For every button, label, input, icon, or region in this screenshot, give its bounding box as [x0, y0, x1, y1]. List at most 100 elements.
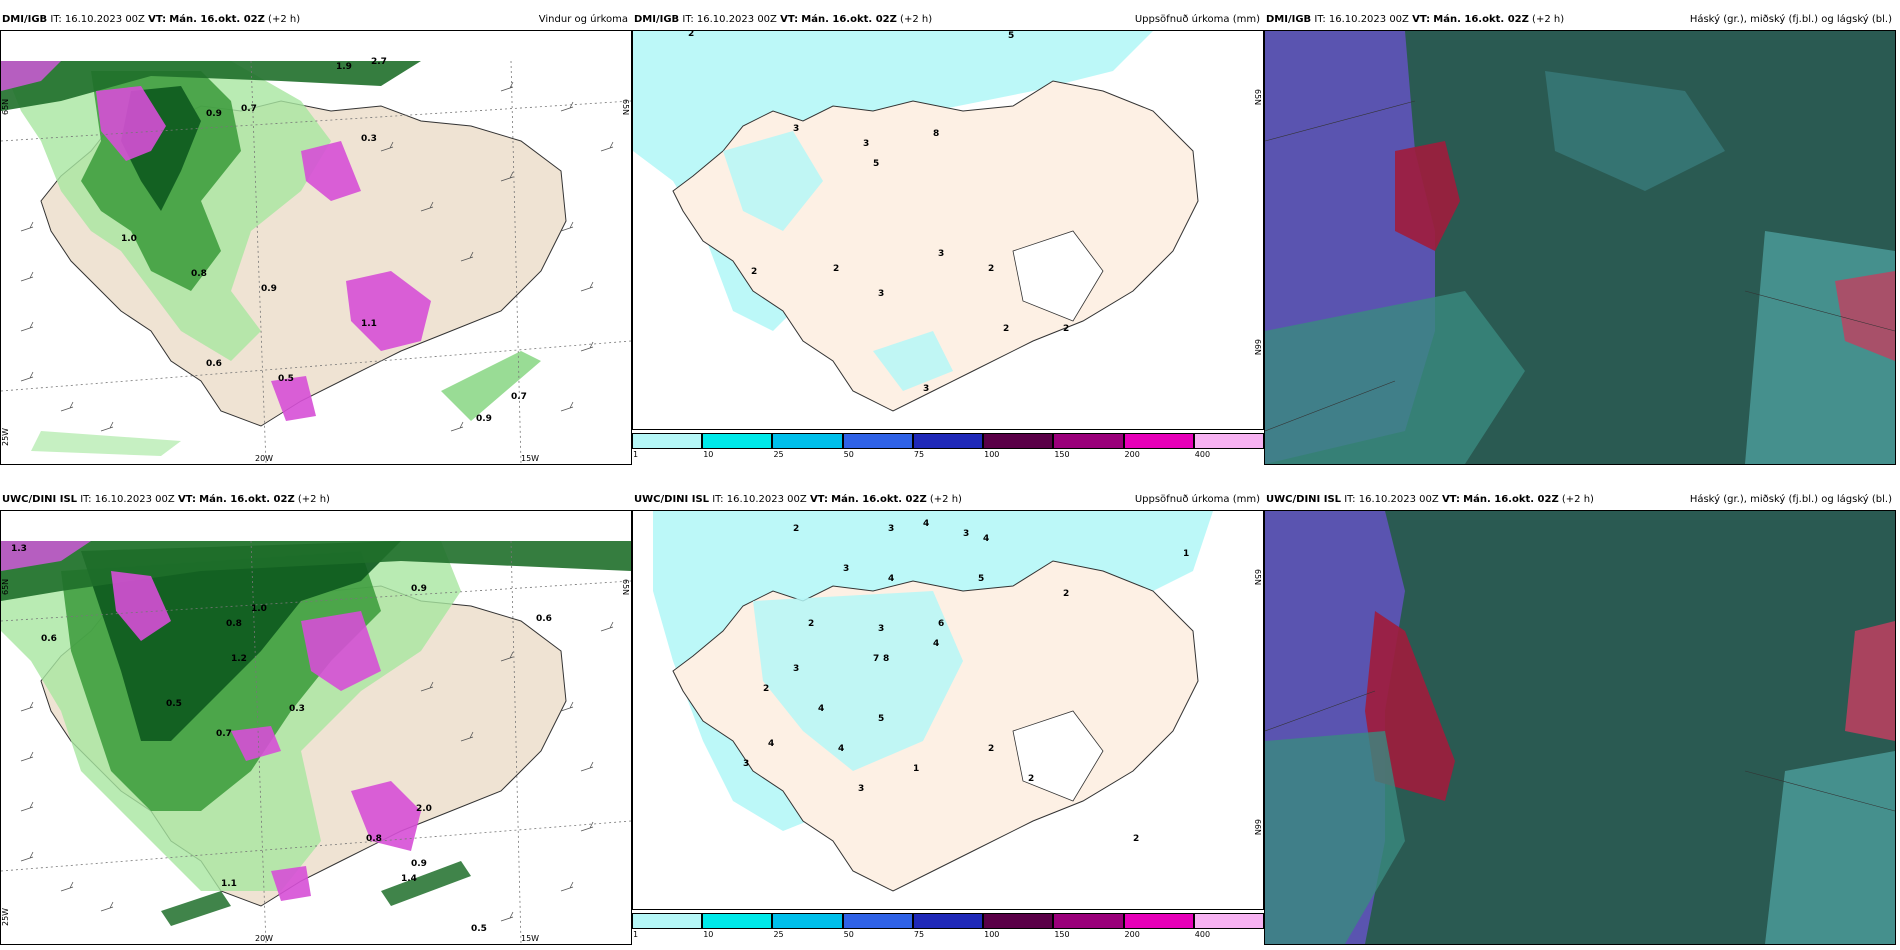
precip-magenta-a [111, 571, 171, 641]
vt-label: VT: [148, 14, 167, 25]
colorbar-tick-label: 100 [984, 450, 1000, 459]
precip-value-label: 0.8 [226, 619, 242, 629]
precip-value-label: 0.7 [511, 392, 527, 402]
colorbar-segment [1193, 913, 1264, 929]
precip-value-label: 1.1 [221, 879, 237, 889]
mid-cloud-teal [1265, 731, 1405, 944]
panel-title: Uppsöfnuð úrkoma (mm) [1134, 14, 1260, 25]
lon-label: 25W [1, 428, 10, 446]
panel-header: DMI/IGB IT: 16.10.2023 00Z VT: Mán. 16.o… [0, 10, 632, 30]
colorbar: 1 10 25 50 75 100 150 200 400 [632, 433, 1264, 461]
colorbar-tick-label: 1 [633, 930, 639, 939]
precip-value-label: 2.7 [371, 57, 387, 67]
colorbar-tick-label: 50 [843, 930, 854, 939]
precip-magenta-c [351, 781, 421, 851]
colorbar-tick-label: 200 [1124, 450, 1140, 459]
panel-title: Vindur og úrkoma [538, 14, 628, 25]
high-cloud-region [1395, 141, 1460, 251]
accum-value-label: 4 [888, 574, 894, 584]
panel-title: Háský (gr.), miðský (fj.bl.) og lágský (… [1689, 14, 1892, 25]
map-wind-precip[interactable]: 0.9 0.7 1.0 0.8 0.9 0.6 0.5 0.9 0.7 1.1 … [0, 30, 632, 465]
map-clouds[interactable] [1264, 510, 1896, 945]
accum-value-label: 3 [878, 624, 884, 634]
colorbar-segment [1053, 913, 1124, 929]
panel-accum-precip-dmi: DMI/IGB IT: 16.10.2023 00Z VT: Mán. 16.o… [632, 10, 1264, 465]
lead-time: (+2 h) [297, 494, 330, 505]
accum-value-label: 1 [913, 764, 919, 774]
lon-label: 15W [521, 454, 539, 463]
mid-cloud-upper [1545, 71, 1725, 191]
accum-value-label: 2 [1133, 834, 1139, 844]
init-time: IT: 16.10.2023 00Z [712, 494, 807, 505]
precip-value-label: 0.9 [411, 859, 427, 869]
precip-value-label: 0.9 [261, 284, 277, 294]
precip-value-label: 1.1 [361, 319, 377, 329]
precip-band-se [441, 351, 541, 421]
map-accum-precip[interactable]: 2 5 3 3 8 5 2 2 3 3 2 2 2 3 65N 66N [632, 30, 1264, 430]
accum-value-label: 4 [983, 534, 989, 544]
map-wind-precip[interactable]: 0.6 0.8 1.0 0.9 1.2 0.7 0.5 0.3 1.1 1.4 … [0, 510, 632, 945]
precip-magenta-b [301, 611, 381, 691]
panel-clouds-dmi: DMI/IGB IT: 16.10.2023 00Z VT: Mán. 16.o… [1264, 10, 1896, 465]
accum-value-label: 2 [988, 264, 994, 274]
precip-value-label: 0.5 [278, 374, 294, 384]
precip-value-label: 0.6 [41, 634, 57, 644]
colorbar-tick-label: 1 [633, 450, 639, 459]
map-clouds[interactable] [1264, 30, 1896, 465]
panel-header: UWC/DINI ISL IT: 16.10.2023 00Z VT: Mán.… [0, 490, 632, 510]
boundary-lines [1265, 690, 1895, 812]
colorbar-segment [772, 433, 843, 449]
valid-time: Mán. 16.okt. 02Z [831, 494, 927, 505]
wind-precip-map-svg: 0.9 0.7 1.0 0.8 0.9 0.6 0.5 0.9 0.7 1.1 … [1, 31, 631, 464]
precip-value-label: 0.9 [411, 584, 427, 594]
precip-magenta-d [271, 376, 316, 421]
glacier [1012, 230, 1104, 322]
colorbar-tick-label: 25 [773, 450, 784, 459]
precip-value-label: 0.8 [366, 834, 382, 844]
precip-magenta-d [231, 726, 281, 761]
accum-value-label: 7 [873, 654, 879, 664]
vt-label: VT: [1441, 494, 1460, 505]
accum-value-label: 5 [1008, 31, 1014, 41]
colorbar-segment [1123, 913, 1194, 929]
colorbar-tick-label: 50 [843, 450, 854, 459]
colorbar-tick-label: 10 [703, 450, 714, 459]
colorbar-tick-label: 100 [984, 930, 1000, 939]
accum-value-label: 3 [963, 529, 969, 539]
precip-magenta-e [271, 866, 311, 901]
valid-time: Mán. 16.okt. 02Z [199, 494, 295, 505]
source-label: UWC/DINI ISL [1266, 494, 1342, 505]
high-cloud-right [1845, 621, 1895, 741]
accum-value-label: 3 [793, 124, 799, 134]
graticule [1, 540, 631, 944]
precip-band-s [31, 431, 181, 456]
colorbar-segment [983, 433, 1054, 449]
precip-dark-green [81, 541, 401, 741]
accum-value-label: 3 [878, 289, 884, 299]
high-cloud-right [1835, 271, 1895, 361]
accum-value-label: 5 [878, 714, 884, 724]
precip-value-label: 0.6 [206, 359, 222, 369]
lead-time: (+2 h) [1561, 494, 1594, 505]
precip-value-label: 1.2 [231, 654, 247, 664]
init-time: IT: 16.10.2023 00Z [1344, 494, 1439, 505]
precip-value-label: 0.9 [476, 414, 492, 424]
glacier [1012, 710, 1104, 802]
accum-value-label: 3 [843, 564, 849, 574]
map-accum-precip[interactable]: 2 3 4 3 4 5 4 3 2 3 4 6 7 3 2 4 8 4 2 3 … [632, 510, 1264, 910]
lat-label: 65N [1253, 569, 1262, 585]
accum-value-label: 2 [1003, 324, 1009, 334]
precip-top-band [1, 541, 631, 601]
lat-label: 65N [1, 99, 10, 115]
colorbar-segment [912, 433, 984, 449]
accum-map-svg: 2 3 4 3 4 5 4 3 2 3 4 6 7 3 2 4 8 4 2 3 … [633, 511, 1263, 909]
precip-area-inland [723, 131, 823, 231]
colorbar-tick-label: 10 [703, 930, 714, 939]
lat-label: 66N [1253, 819, 1262, 835]
graticule [1, 60, 631, 464]
precip-area-s [873, 331, 953, 391]
init-time: IT: 16.10.2023 00Z [50, 14, 145, 25]
precip-area-inland [753, 591, 963, 771]
precip-band-s [381, 861, 471, 906]
accum-value-label: 2 [833, 264, 839, 274]
